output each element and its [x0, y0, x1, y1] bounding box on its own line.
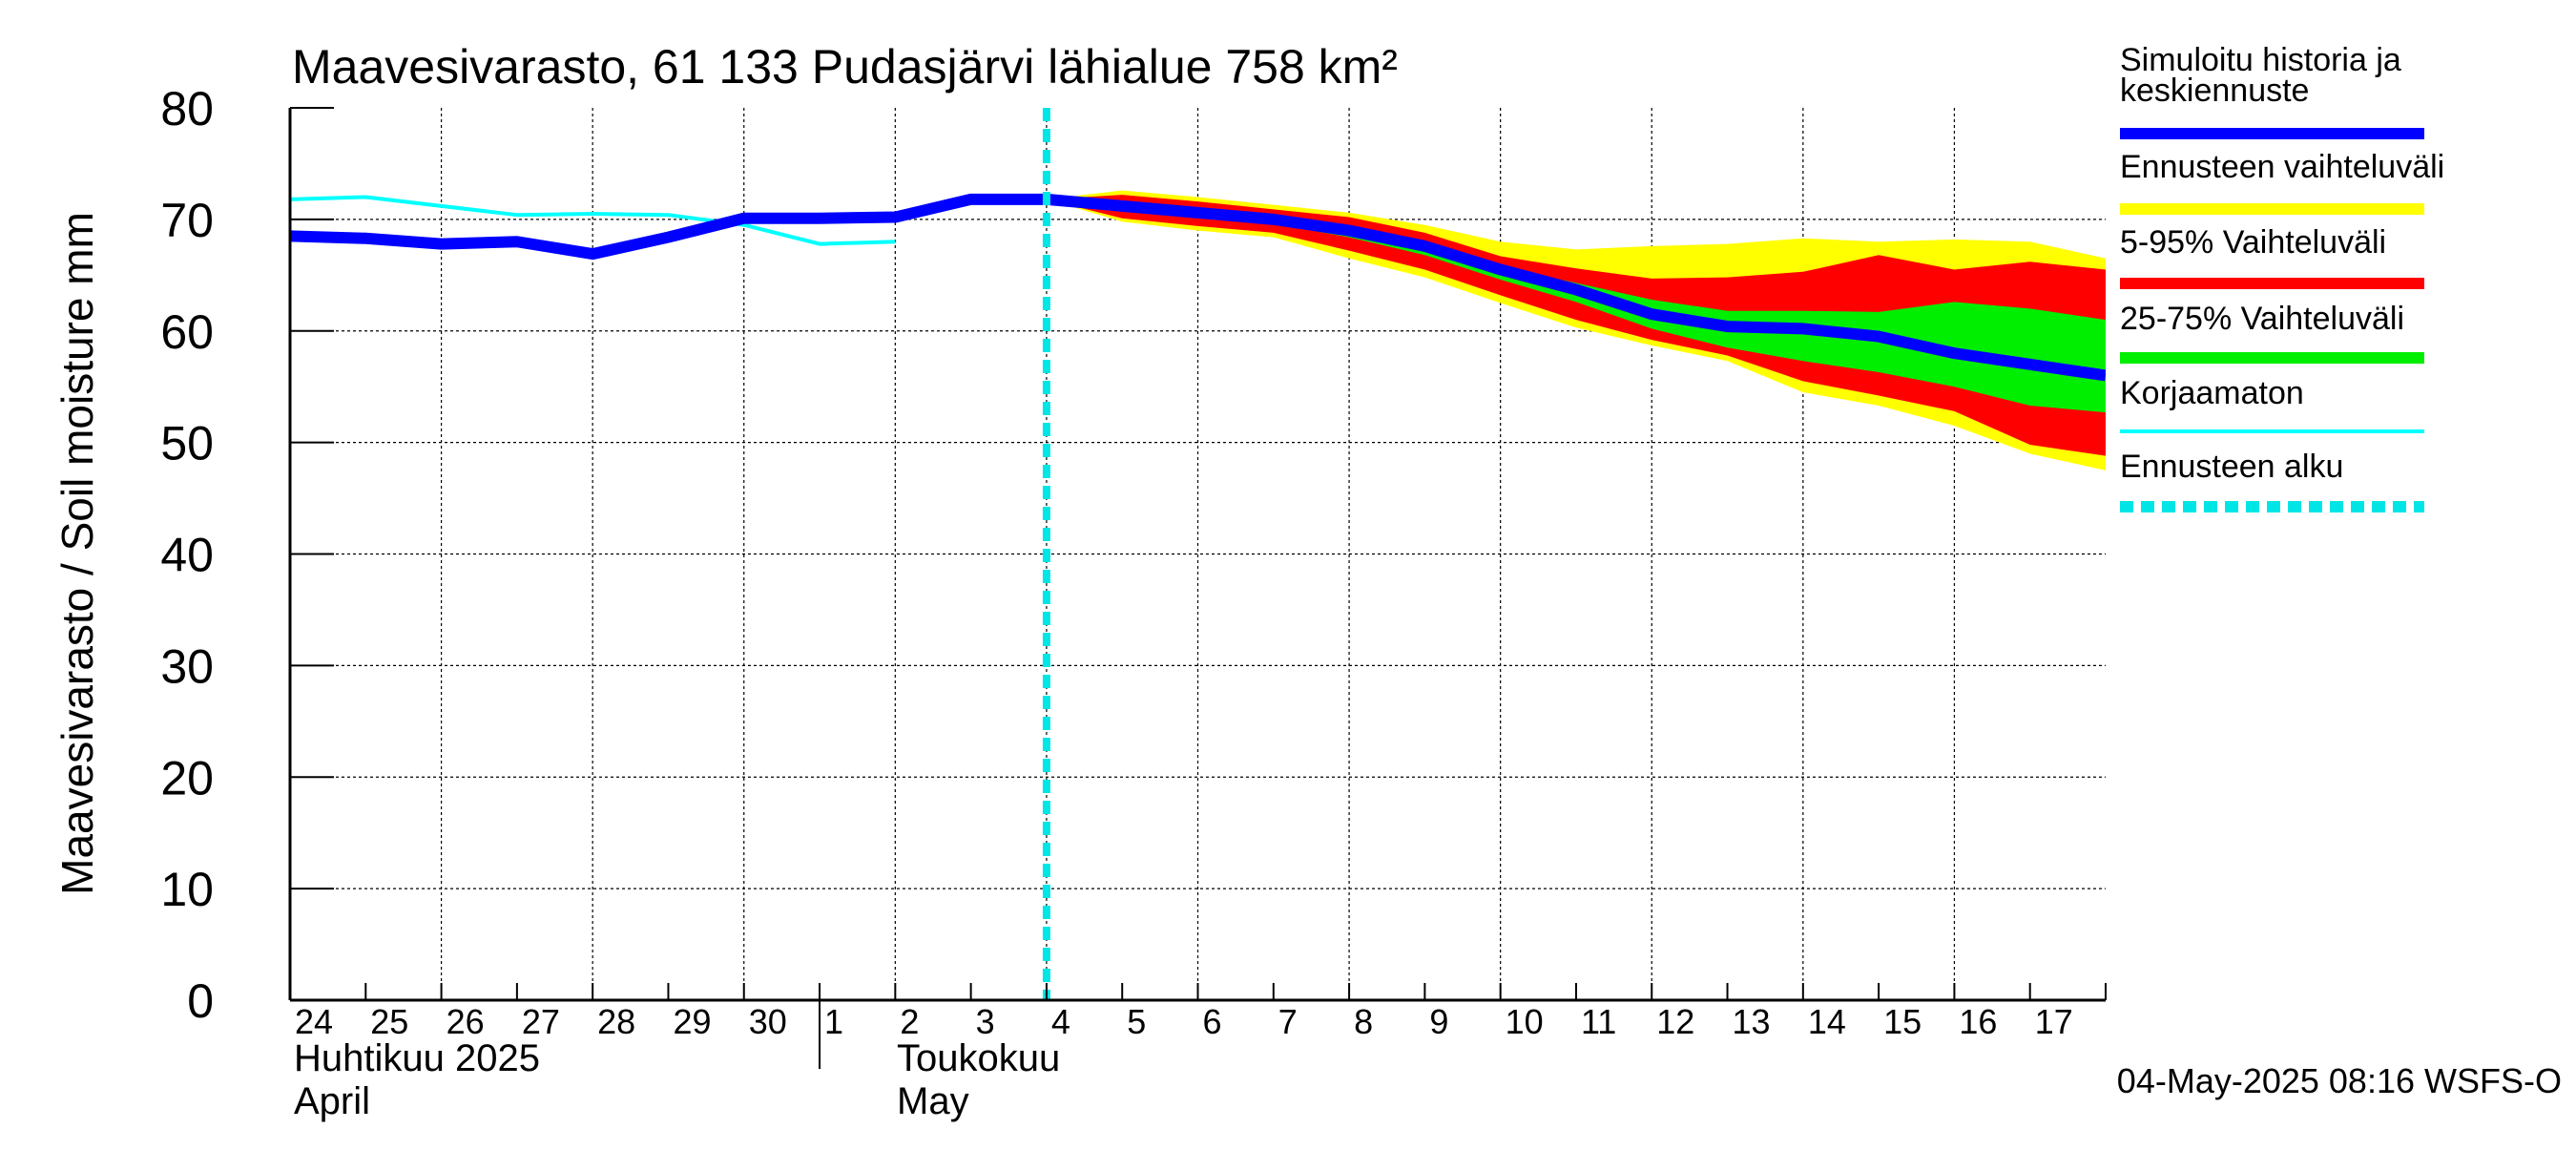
x-tick-label: 27 [522, 1002, 560, 1041]
band-ennusteen-vaihteluv-li [1046, 190, 2106, 470]
x-tick-label: 25 [370, 1002, 408, 1041]
x-tick-label: 3 [976, 1002, 995, 1041]
legend-label: 25-75% Vaihteluväli [2120, 301, 2404, 337]
legend-label: Korjaamaton [2120, 375, 2304, 411]
legend-label: Ennusteen vaihteluväli [2120, 149, 2444, 185]
x-tick-label: 13 [1733, 1002, 1771, 1041]
x-tick-label: 11 [1581, 1002, 1616, 1041]
footer-timestamp: 04-May-2025 08:16 WSFS-O [2117, 1061, 2562, 1100]
y-axis-label: Maavesivarasto / Soil moisture mm [52, 212, 102, 895]
month-label-may-fi: Toukokuu [897, 1037, 1060, 1079]
x-tick-label: 29 [673, 1002, 711, 1041]
x-tick-label: 5 [1127, 1002, 1146, 1041]
x-tick-label: 9 [1429, 1002, 1448, 1041]
x-tick-label: 24 [295, 1002, 333, 1041]
x-tick-label: 1 [824, 1002, 843, 1041]
x-tick-label: 26 [447, 1002, 485, 1041]
month-label-may-en: May [897, 1080, 969, 1122]
legend-label: Ennusteen alku [2120, 449, 2343, 485]
x-tick-label: 15 [1883, 1002, 1922, 1041]
y-tick-label: 20 [160, 751, 214, 805]
y-tick-label: 50 [160, 417, 214, 470]
y-tick-label: 10 [160, 863, 214, 916]
x-tick-label: 17 [2035, 1002, 2073, 1041]
x-tick-label: 4 [1051, 1002, 1070, 1041]
x-tick-label: 7 [1278, 1002, 1298, 1041]
y-tick-label: 0 [187, 974, 214, 1028]
y-tick-label: 80 [160, 82, 214, 136]
series-line-simulated [290, 193, 2106, 382]
legend-label: Simuloitu historia ja [2120, 42, 2401, 78]
x-tick-label: 30 [749, 1002, 787, 1041]
x-tick-label: 2 [900, 1002, 919, 1041]
x-tick-label: 28 [597, 1002, 635, 1041]
y-tick-label: 70 [160, 194, 214, 247]
x-tick-label: 6 [1203, 1002, 1222, 1041]
series-line-uncorrected [290, 195, 896, 246]
x-tick-label: 8 [1354, 1002, 1373, 1041]
y-tick-label: 40 [160, 529, 214, 582]
x-tick-label: 16 [1959, 1002, 1997, 1041]
y-tick-label: 30 [160, 639, 214, 693]
chart-title: Maavesivarasto, 61 133 Pudasjärvi lähial… [292, 40, 1398, 94]
y-tick-label: 60 [160, 305, 214, 359]
x-tick-label: 12 [1656, 1002, 1694, 1041]
month-label-april-fi: Huhtikuu 2025 [294, 1037, 540, 1079]
month-label-april-en: April [294, 1080, 370, 1122]
x-tick-label: 10 [1506, 1002, 1544, 1041]
forecast-bands [1046, 190, 2106, 470]
legend-label: keskiennuste [2120, 73, 2309, 109]
series-lines [290, 193, 2106, 382]
x-tick-label: 14 [1808, 1002, 1846, 1041]
legend-label: 5-95% Vaihteluväli [2120, 224, 2386, 261]
band-25-75-vaihteluv-li [1046, 199, 2106, 413]
